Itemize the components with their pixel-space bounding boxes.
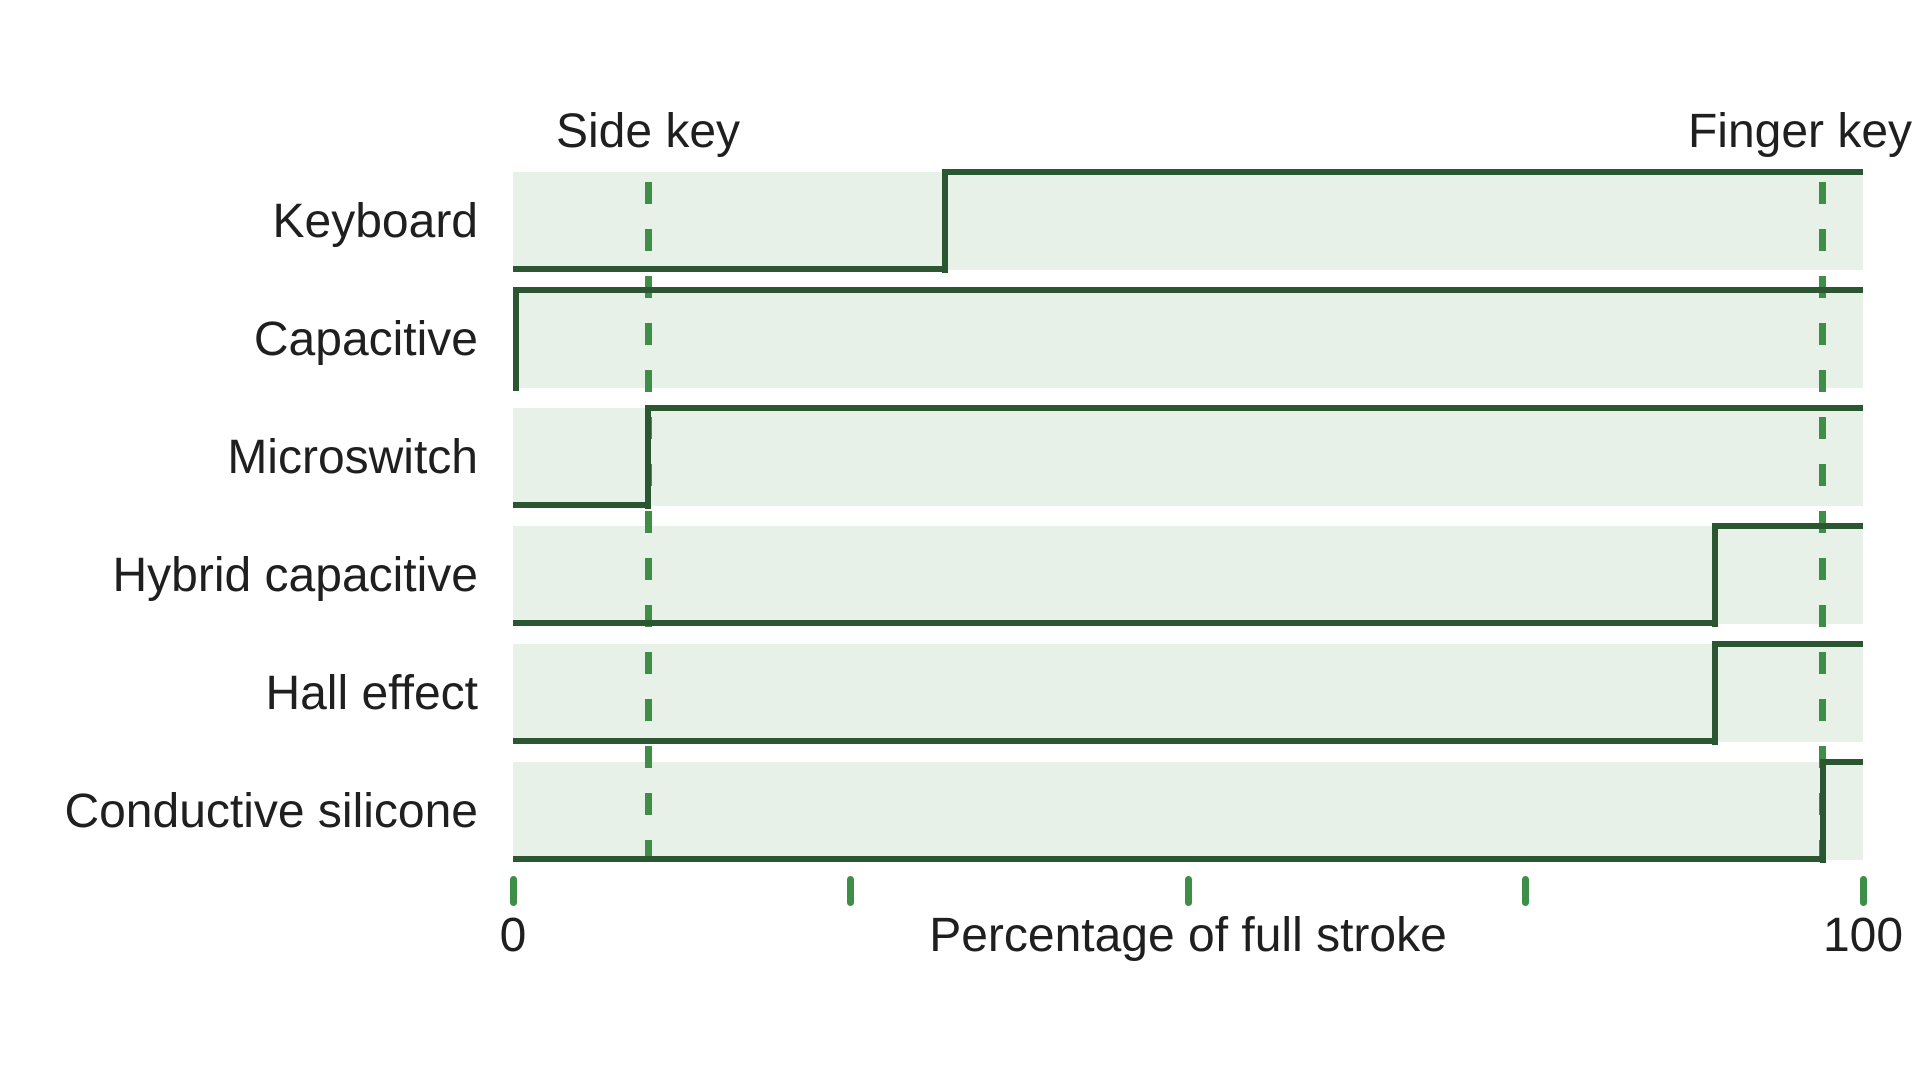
x-tick-label-max: 100: [1822, 909, 1904, 962]
x-axis-title: Percentage of full stroke: [929, 909, 1447, 962]
step-line-vertical: [513, 287, 519, 391]
step-line-bottom: [513, 738, 1715, 744]
category-label: Keyboard: [272, 194, 478, 248]
step-line-bottom: [513, 856, 1823, 862]
step-line-bottom: [513, 502, 648, 508]
row-band: [513, 290, 1863, 388]
step-line-vertical: [645, 405, 651, 509]
x-axis-tick: [509, 876, 517, 906]
category-label: Capacitive: [253, 312, 478, 366]
step-line-vertical: [1711, 523, 1718, 627]
reference-dashed-line: [644, 182, 652, 866]
reference-line-label: Side key: [555, 105, 741, 158]
step-line-bottom: [513, 620, 1715, 626]
x-axis-tick: [847, 876, 854, 906]
step-line-top: [1714, 641, 1863, 647]
row-band: [513, 644, 1863, 742]
step-line-top: [648, 405, 1863, 411]
step-line-top: [945, 169, 1863, 175]
step-line-bottom: [513, 266, 945, 272]
x-axis-tick: [1522, 876, 1529, 906]
row-band: [513, 408, 1863, 506]
x-tick-label-min: 0: [499, 909, 527, 962]
step-line-top: [516, 287, 1863, 293]
row-band: [513, 526, 1863, 624]
category-label: Hybrid capacitive: [112, 548, 478, 602]
x-axis-tick: [1184, 876, 1192, 906]
step-line-vertical: [1711, 641, 1718, 745]
row-band: [513, 762, 1863, 860]
category-label: Hall effect: [265, 666, 478, 720]
x-axis-tick: [1859, 876, 1867, 906]
reference-line-label: Finger key: [1687, 105, 1913, 158]
step-line-top: [1822, 759, 1863, 765]
step-line-vertical: [942, 169, 948, 273]
category-label: Conductive silicone: [64, 784, 478, 838]
step-line-top: [1714, 523, 1863, 529]
row-band: [513, 172, 1863, 270]
category-label: Microswitch: [227, 430, 478, 484]
step-line-vertical: [1819, 759, 1826, 863]
